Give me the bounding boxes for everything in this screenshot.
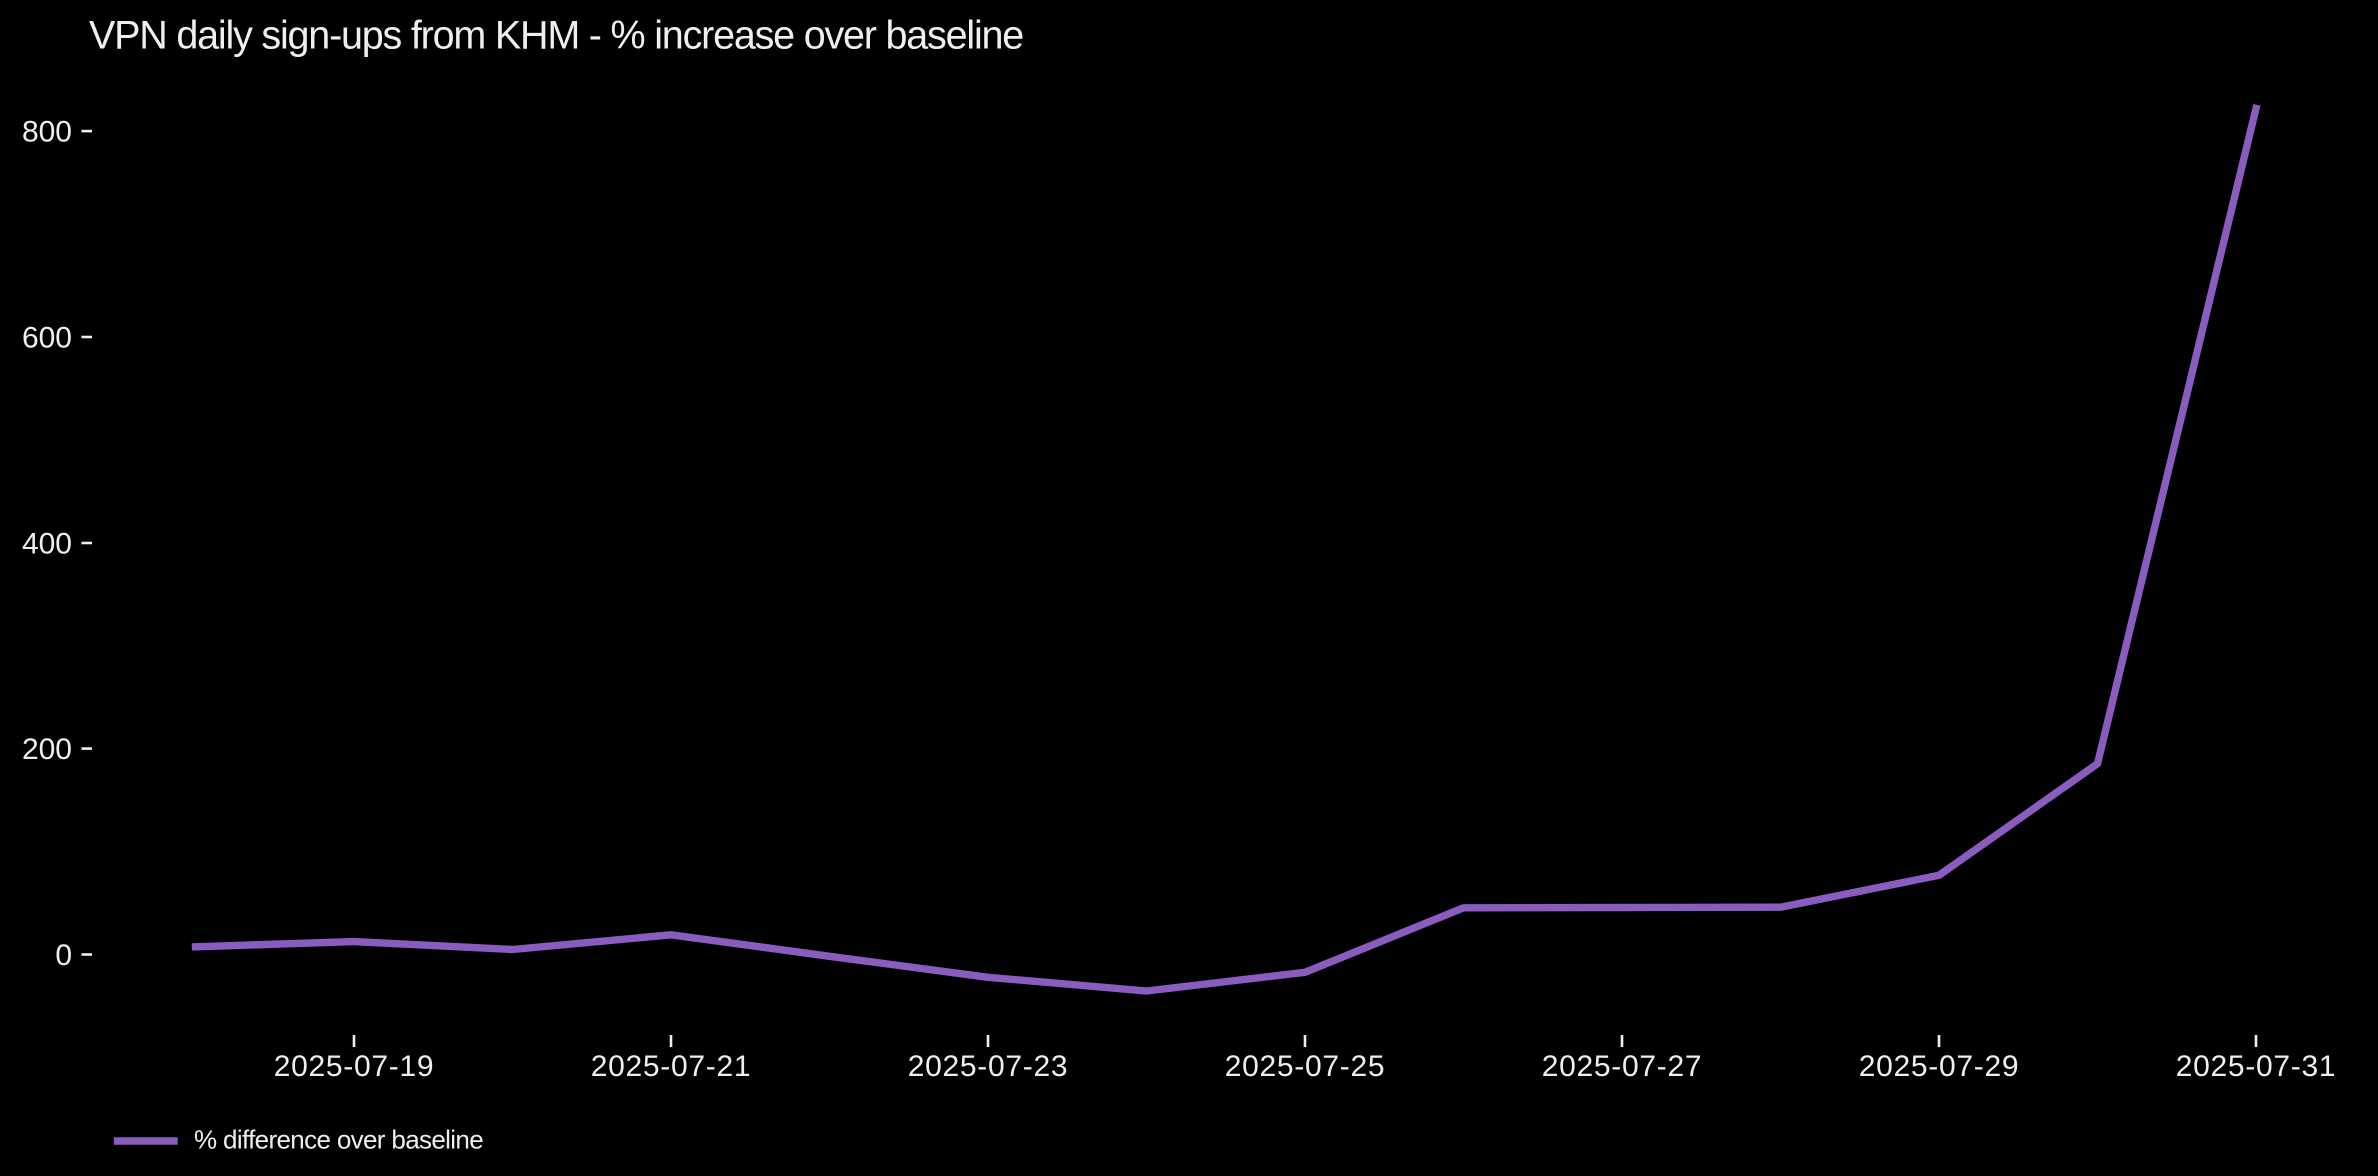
svg-text:% difference over baseline: % difference over baseline bbox=[194, 1124, 483, 1154]
svg-text:0: 0 bbox=[55, 939, 72, 972]
svg-text:VPN daily sign-ups from KHM -: VPN daily sign-ups from KHM - % increase… bbox=[89, 14, 1023, 58]
svg-text:600: 600 bbox=[22, 321, 72, 354]
svg-text:2025-07-19: 2025-07-19 bbox=[274, 1050, 434, 1083]
svg-text:2025-07-21: 2025-07-21 bbox=[591, 1050, 751, 1083]
svg-text:800: 800 bbox=[22, 115, 72, 148]
svg-text:2025-07-27: 2025-07-27 bbox=[1542, 1050, 1702, 1083]
svg-text:2025-07-25: 2025-07-25 bbox=[1225, 1050, 1385, 1083]
svg-text:400: 400 bbox=[22, 527, 72, 560]
svg-text:2025-07-23: 2025-07-23 bbox=[908, 1050, 1068, 1083]
svg-text:2025-07-31: 2025-07-31 bbox=[2176, 1050, 2336, 1083]
svg-text:200: 200 bbox=[22, 733, 72, 766]
svg-text:2025-07-29: 2025-07-29 bbox=[1859, 1050, 2019, 1083]
